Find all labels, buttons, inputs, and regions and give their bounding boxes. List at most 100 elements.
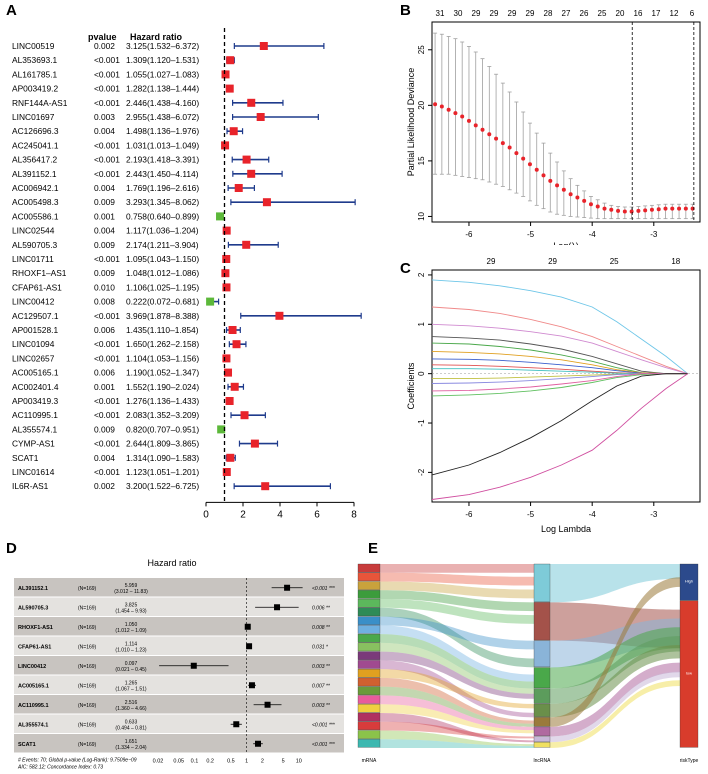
x-tick-label: -5 (527, 510, 535, 519)
mrna-flow (380, 625, 534, 682)
ci-value: (1.334 – 2.04) (115, 745, 146, 751)
gene-label: AL590705.3 (18, 605, 48, 611)
panel-label-a: A (6, 2, 17, 19)
x-tick-label: -5 (527, 230, 535, 239)
mrna-flow (380, 572, 534, 586)
row-background (14, 714, 344, 733)
risk-node (679, 600, 699, 748)
mrna-node (357, 598, 381, 608)
hr-marker (230, 382, 239, 391)
y-tick-label: -1 (417, 419, 426, 427)
hr-value: 1.050 (125, 622, 138, 628)
mrna-node (357, 704, 381, 713)
gene-label: LINC00519 (12, 41, 55, 51)
n-label: (N=169) (78, 586, 97, 592)
deviance-point (561, 187, 566, 192)
y-tick-label: 25 (417, 45, 426, 54)
hr-marker (248, 682, 255, 689)
lncrna-flow (550, 564, 680, 603)
mrna-node (357, 633, 381, 643)
hr-label: 1.106(1.025–1.195) (126, 282, 199, 292)
lncrna-node (533, 563, 551, 602)
row-background (14, 636, 344, 655)
hr-marker (221, 269, 230, 278)
hr-marker (216, 212, 225, 221)
hr-marker (256, 113, 265, 121)
hr-value: 3.825 (125, 602, 138, 608)
deviance-point (446, 107, 451, 112)
hr-marker (247, 98, 256, 107)
top-tick-label: 29 (487, 257, 496, 266)
hr-marker (242, 240, 251, 249)
footnote-aic: AIC: 582.12; Concordance Index: 0.73 (17, 765, 103, 771)
n-label: (N=169) (78, 644, 97, 650)
y-tick-label: 20 (417, 100, 426, 109)
hr-marker (221, 141, 230, 150)
hr-marker (228, 326, 237, 334)
panel-c-lasso-path: C 29 29 25 18 -6 -5 -4 -3 -2 -1 0 1 2 Log Lambda Coeff… (370, 250, 708, 540)
x-tick-label: 0.1 (191, 759, 199, 765)
deviance-point (636, 208, 641, 213)
mrna-flow (380, 616, 534, 650)
gene-label: AL356417.2 (12, 155, 58, 165)
deviance-point (500, 141, 505, 146)
pvalue-label: 0.009 (94, 197, 115, 207)
mrna-node (357, 739, 381, 748)
row-background (14, 578, 344, 597)
hr-label: 2.955(1.438–6.072) (126, 112, 199, 122)
hr-marker (222, 354, 231, 363)
deviance-point (466, 118, 471, 123)
mrna-node (357, 590, 381, 599)
lncrna-flow (550, 662, 680, 737)
hr-marker (222, 468, 231, 476)
pvalue-label: 0.004 (94, 226, 115, 236)
mrna-node (357, 660, 381, 669)
pvalue-label: 0.007 ** (312, 683, 331, 689)
hr-label: 1.650(1.262–2.158) (126, 339, 199, 349)
header-hazard-ratio: Hazard ratio (130, 32, 183, 42)
x-tick-label: 10 (296, 759, 302, 765)
panel-a-univariate-forest: A pvalue Hazard ratio LINC00519 0.002 3.125(… (0, 0, 370, 520)
deviance-point (480, 127, 485, 132)
mrna-flow (380, 686, 534, 727)
top-tick-label: 29 (548, 257, 557, 266)
deviance-point (453, 111, 458, 116)
forest-plot-a: pvalue Hazard ratio LINC00519 0.002 3.125(1.… (12, 28, 362, 520)
hr-label: 3.293(1.345–8.062) (126, 197, 199, 207)
coefficient-path (431, 306, 688, 375)
pvalue-label: 0.006 ** (312, 605, 331, 611)
x-tick-label: -4 (589, 230, 597, 239)
hr-label: 2.446(1.438–4.160) (126, 98, 199, 108)
ci-value: (1.010 – 1.23) (115, 647, 146, 653)
panel-label-b: B (400, 2, 411, 19)
n-label: (N=169) (78, 664, 97, 670)
gene-label: AL590705.3 (12, 240, 58, 250)
deviance-point (677, 206, 682, 211)
hr-marker (224, 368, 233, 377)
pvalue-label: <0.001 (94, 169, 120, 179)
gene-label: LINC01711 (12, 254, 54, 264)
deviance-point (433, 102, 438, 107)
y-tick-label: -2 (417, 468, 426, 476)
deviance-point (683, 206, 688, 211)
hr-label: 0.222(0.072–0.681) (126, 297, 199, 307)
footnote-events: # Events: 70; Global p-value (Log-Rank):… (18, 758, 137, 764)
pvalue-label: <0.001 (94, 353, 120, 363)
lncrna-flow (550, 577, 680, 727)
hr-marker (274, 604, 281, 611)
hr-label: 1.769(1.196–2.616) (126, 183, 199, 193)
gene-label: LINC01614 (12, 467, 55, 477)
pvalue-label: 0.001 (94, 211, 115, 221)
panel-e-sankey: E High low mRNA lncRNA riskType (348, 538, 708, 774)
mrna-flow (380, 564, 534, 573)
pvalue-label: <0.001 (94, 396, 120, 406)
pvalue-label: 0.003 ** (312, 703, 331, 709)
hr-marker (222, 283, 231, 292)
hr-marker (284, 584, 291, 591)
deviance-point (582, 198, 587, 203)
top-tick-label: 27 (562, 9, 571, 18)
y-tick-label: 10 (417, 211, 426, 220)
mrna-node (357, 581, 381, 590)
mrna-flow (380, 695, 534, 731)
plot-frame (431, 269, 701, 503)
